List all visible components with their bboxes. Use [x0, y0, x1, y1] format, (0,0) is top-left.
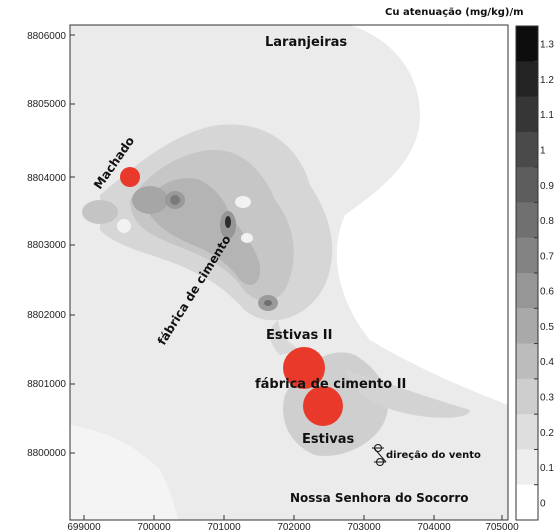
x-tick-label: 700000 [137, 522, 171, 531]
contour-peak [225, 216, 231, 228]
contour-gap [371, 120, 508, 395]
legend-label: 0.8 [540, 216, 554, 227]
y-tick-label: 8803000 [27, 240, 66, 251]
contour-level-0.5 [132, 186, 168, 214]
contour-gap [70, 425, 178, 520]
legend-swatch [516, 484, 538, 521]
legend-label: 1.3 [540, 40, 554, 51]
tick-marks [70, 34, 503, 520]
legend-label: 0 [540, 498, 546, 509]
machado-marker [120, 167, 140, 187]
y-tick-label: 8801000 [27, 379, 66, 390]
legend-swatch [516, 167, 538, 203]
legend-label: 0.5 [540, 322, 554, 333]
contour-gap [235, 196, 251, 208]
legend-swatch [516, 237, 538, 274]
contour-level-0.2 [345, 370, 470, 418]
legend-label: 1.2 [540, 75, 554, 86]
legend-label: 0.4 [540, 357, 554, 368]
y-tick-label: 8800000 [27, 448, 66, 459]
x-tick-label: 705000 [485, 522, 519, 531]
legend-swatch [516, 449, 538, 486]
legend-swatch [516, 378, 538, 415]
legend-label: 0.3 [540, 393, 554, 404]
map-border [69, 24, 509, 521]
contour-level-0.3 [82, 200, 118, 224]
legend-swatch [516, 343, 538, 380]
contour-gap [410, 25, 508, 75]
legend-colorbar: 1.3 1.2 1.1 1 0.9 0.8 0.7 0.6 0.5 0.4 0.3 0.2 0.1 0 [515, 25, 554, 521]
x-axis: 699000 700000 701000 702000 703000 70400… [67, 522, 519, 531]
x-tick-label: 701000 [207, 522, 241, 531]
label-laranjeiras: Laranjeiras [265, 35, 347, 50]
x-tick-label: 704000 [417, 522, 451, 531]
label-wind-direction: direção do vento [386, 450, 481, 461]
y-axis: 8806000 8805000 8804000 8803000 8802000 … [27, 31, 66, 459]
legend-label: 0.1 [540, 463, 554, 474]
wind-direction-icon [372, 444, 387, 466]
contour-gap [117, 219, 131, 233]
legend-swatch [516, 308, 538, 345]
x-tick-label: 703000 [347, 522, 381, 531]
label-nossa-senhora-socorro: Nossa Senhora do Socorro [290, 491, 469, 505]
contour-level-0.2 [270, 320, 300, 355]
y-tick-label: 8806000 [27, 31, 66, 42]
legend-label: 1 [540, 146, 546, 157]
y-tick-label: 8802000 [27, 310, 66, 321]
legend-label: 0.6 [540, 287, 554, 298]
legend-swatch [516, 131, 538, 168]
legend-swatch [516, 96, 538, 133]
legend-label: 0.2 [540, 428, 554, 439]
label-fabrica-cimento-ii: fábrica de cimento II [255, 377, 406, 392]
legend-title: Cu atenuação (mg/kg)/m [385, 7, 524, 18]
estivas2-marker [283, 347, 325, 389]
legend-swatch [516, 273, 538, 309]
legend-swatch [516, 26, 538, 62]
legend-label: 1.1 [540, 110, 554, 121]
label-estivas-ii: Estivas II [266, 328, 332, 343]
contour-level-0.8 [264, 300, 272, 306]
legend-label: 0.9 [540, 181, 554, 192]
legend-label: 0.7 [540, 251, 554, 262]
legend-swatch [516, 202, 538, 239]
legend-swatch [516, 414, 538, 450]
x-tick-label: 702000 [277, 522, 311, 531]
contour-field [70, 25, 508, 520]
legend-swatch [516, 61, 538, 98]
y-tick-label: 8804000 [27, 173, 66, 184]
y-tick-label: 8805000 [27, 99, 66, 110]
estivas-marker [303, 386, 343, 426]
x-tick-label: 699000 [67, 522, 101, 531]
contour-gap [241, 233, 253, 243]
contour-level-0.8 [170, 195, 180, 205]
label-estivas: Estivas [302, 432, 355, 447]
